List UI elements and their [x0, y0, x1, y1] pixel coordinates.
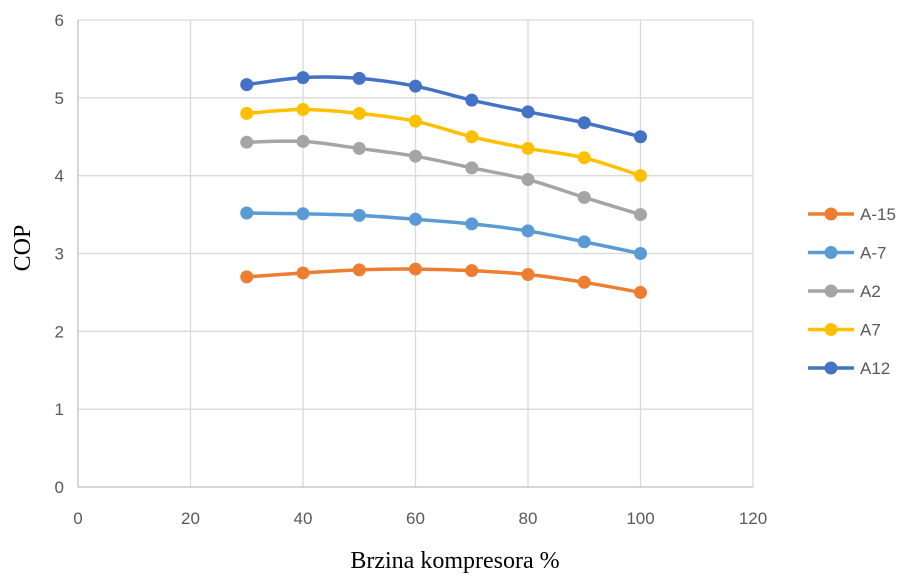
data-point-a15: [240, 270, 254, 284]
x-tick-label: 80: [519, 509, 538, 528]
data-point-a15: [296, 266, 310, 280]
legend: A-15 A-7 A2 A7 A12: [808, 205, 896, 378]
data-point-a7: [577, 235, 591, 249]
data-point-a7: [409, 114, 422, 128]
series-a2: [240, 134, 647, 222]
axis-lines: [77, 20, 753, 488]
data-point-a2: [409, 149, 422, 163]
data-point-a7: [521, 141, 535, 155]
series-group: [240, 71, 647, 299]
data-point-a2: [240, 135, 254, 149]
legend-label: A-7: [860, 244, 886, 263]
x-tick-label: 40: [294, 509, 313, 528]
legend-label: A2: [860, 282, 881, 301]
data-point-a2: [634, 208, 647, 222]
data-point-a7: [465, 217, 479, 231]
data-point-a7: [521, 224, 535, 238]
data-point-a15: [352, 263, 366, 277]
data-point-a7: [352, 106, 366, 120]
x-axis-title: Brzina kompresora %: [350, 548, 559, 574]
data-point-a2: [465, 161, 479, 175]
legend-item-a2: A2: [808, 282, 881, 301]
data-point-a15: [465, 264, 479, 278]
grid-lines: [78, 19, 754, 487]
data-point-a12: [634, 130, 647, 144]
x-tick-label: 0: [73, 509, 82, 528]
x-tick-label: 60: [406, 509, 425, 528]
data-point-a12: [296, 71, 310, 85]
series-a12: [240, 71, 647, 144]
legend-label: A7: [860, 321, 881, 340]
data-point-a15: [409, 262, 422, 276]
data-point-a7: [465, 130, 479, 144]
legend-item-a15: A-15: [808, 205, 896, 224]
data-point-a2: [521, 173, 535, 187]
data-point-a2: [577, 190, 591, 204]
legend-item-a7: A-7: [808, 244, 886, 263]
legend-label: A12: [860, 359, 890, 378]
data-point-a7: [577, 151, 591, 165]
y-tick-label: 6: [55, 11, 64, 30]
legend-label: A-15: [860, 205, 896, 224]
data-point-a7: [634, 247, 647, 260]
x-tick-label: 20: [181, 509, 200, 528]
data-point-a12: [352, 71, 366, 85]
data-point-a7: [240, 106, 254, 120]
data-point-a12: [577, 116, 591, 130]
x-tick-labels: 0 20 40 60 80 100 120: [73, 509, 767, 528]
y-axis-title: COP: [10, 225, 36, 272]
legend-item-a7: A7: [808, 321, 881, 340]
legend-swatch-marker: [824, 246, 838, 259]
series-a7: [240, 103, 647, 183]
data-point-a7: [634, 169, 647, 183]
y-tick-label: 4: [55, 167, 64, 186]
legend-item-a12: A12: [808, 359, 890, 378]
y-tick-label: 3: [55, 245, 64, 264]
x-tick-label: 100: [626, 509, 654, 528]
data-point-a7: [352, 208, 366, 222]
data-point-a15: [521, 268, 535, 282]
data-point-a12: [240, 78, 254, 92]
data-point-a7: [409, 212, 422, 226]
data-point-a12: [521, 105, 535, 119]
y-tick-label: 1: [55, 400, 64, 419]
data-point-a7: [240, 206, 254, 220]
data-point-a7: [296, 103, 310, 117]
y-tick-label: 0: [55, 478, 64, 497]
y-tick-labels: 0 1 2 3 4 5 6: [55, 11, 64, 497]
series-a15: [240, 262, 647, 299]
legend-swatch-marker: [824, 361, 838, 375]
legend-swatch-marker: [824, 284, 838, 298]
data-point-a15: [577, 275, 591, 289]
data-point-a7: [296, 207, 310, 221]
y-tick-label: 2: [55, 322, 64, 341]
data-point-a2: [296, 134, 310, 148]
legend-swatch-marker: [824, 207, 838, 221]
data-point-a15: [634, 285, 647, 299]
data-point-a2: [352, 141, 366, 155]
y-tick-label: 5: [55, 89, 64, 108]
series-a7: [240, 206, 647, 260]
legend-swatch-marker: [824, 323, 838, 336]
data-point-a12: [409, 79, 422, 93]
x-tick-label: 120: [739, 509, 767, 528]
data-point-a12: [465, 93, 479, 107]
